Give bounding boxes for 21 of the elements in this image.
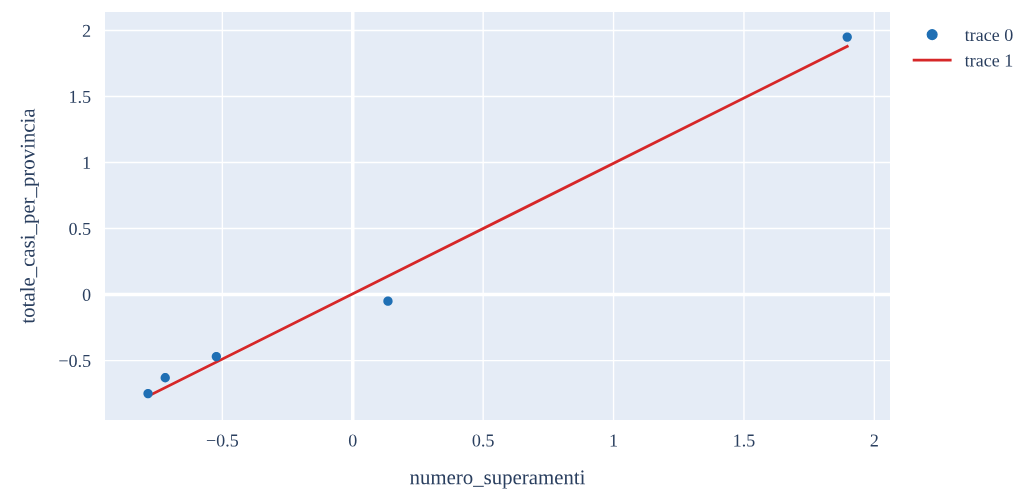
point	[143, 388, 153, 399]
x-tick-label: 0.5	[472, 434, 494, 447]
y-axis-title: totale_casi_per_provincia	[20, 108, 39, 324]
y-tick-label: 1	[83, 156, 91, 169]
x-tick-label: −0.5	[206, 434, 239, 447]
x-tick-label: 1	[610, 434, 617, 447]
point	[842, 32, 852, 42]
point	[160, 373, 170, 383]
y-tick-label: 2	[82, 24, 91, 37]
legend-label: trace 0	[964, 28, 1013, 42]
point	[211, 351, 222, 362]
point	[383, 296, 393, 306]
x-tick-label: 0	[348, 434, 357, 447]
y-tick-label: 0	[82, 288, 91, 302]
x-tick-label: 2	[870, 434, 878, 447]
y-tick-label: −0.5	[59, 354, 91, 368]
legend-label: trace 1	[964, 54, 1013, 67]
y-tick-label: 1.5	[70, 90, 91, 104]
x-tick-label: 1.5	[734, 434, 755, 447]
x-axis-title: numero_superamenti	[410, 470, 586, 489]
y-tick-label: 0.5	[69, 222, 91, 236]
